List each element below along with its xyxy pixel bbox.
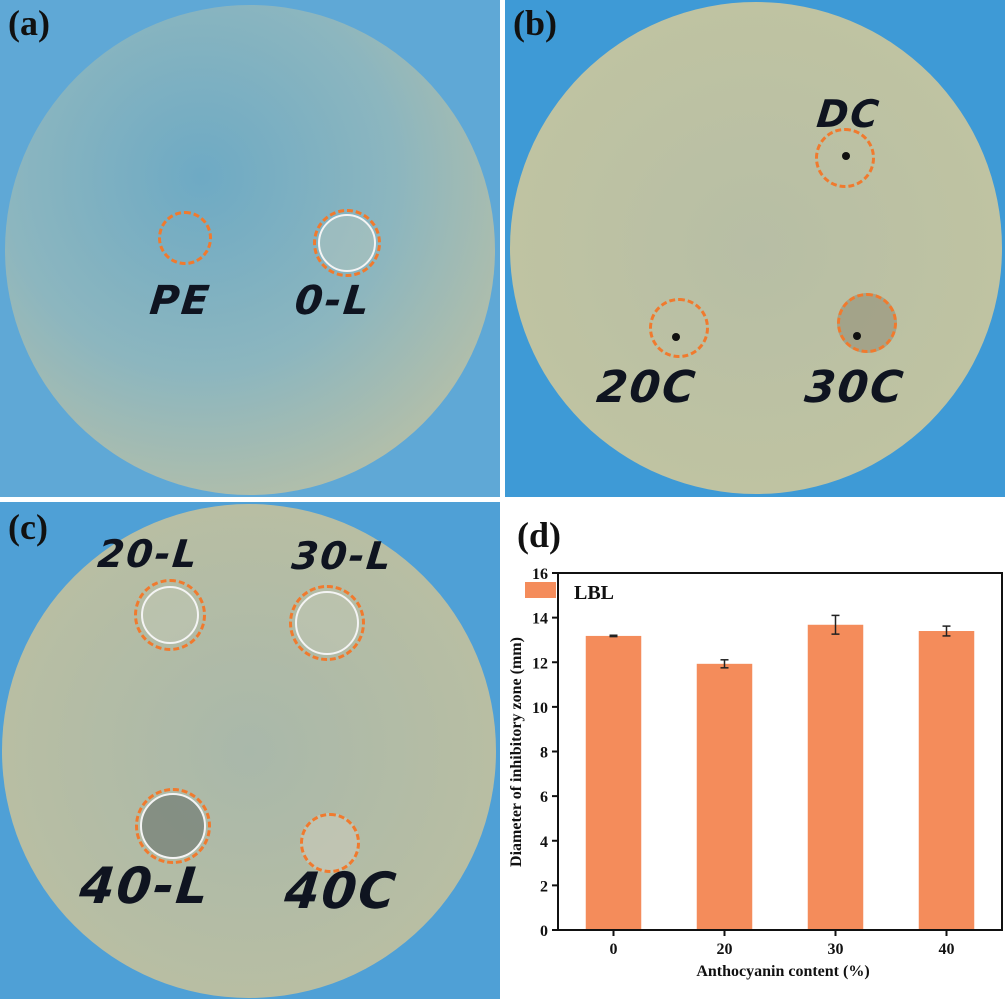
marker-40c: 40C <box>281 862 401 920</box>
x-tick-label: 0 <box>610 941 618 958</box>
y-tick-label: 8 <box>540 745 548 762</box>
sample-zone-20-l <box>134 579 206 651</box>
inhibition-zone <box>140 793 206 859</box>
inhibition-zone <box>141 586 199 644</box>
marker-dc: DC <box>814 92 883 136</box>
sample-dot <box>672 333 680 341</box>
sample-zone-20c <box>649 298 709 358</box>
marker-30-l: 30-L <box>289 534 396 578</box>
sample-zone-30c <box>837 293 897 353</box>
y-tick-label: 10 <box>532 700 548 717</box>
panel-d-chart: (d) 0 20 30 40 0 2 4 6 8 10 12 14 16 LBL Anthocyanin… <box>505 502 1005 999</box>
bar-30 <box>807 624 864 930</box>
y-tick-label: 16 <box>532 566 548 583</box>
x-tick-label: 30 <box>828 941 844 958</box>
petri-dish <box>2 504 496 998</box>
sample-zone-40-l <box>135 788 211 864</box>
x-axis-label: Anthocyanin content (%) <box>696 963 869 980</box>
panel-label-d: (d) <box>517 515 561 555</box>
y-tick-label: 0 <box>540 923 548 940</box>
y-tick-label: 2 <box>540 878 548 895</box>
x-tick-label: 40 <box>939 941 955 958</box>
panel-c-photo: 20-L 30-L 40-L 40C <box>0 502 500 999</box>
sample-zone-30-l <box>289 585 365 661</box>
x-tick-label: 20 <box>717 941 733 958</box>
marker-20c: 20C <box>594 362 700 413</box>
panel-label-a: (a) <box>8 3 50 43</box>
inhibition-zone <box>318 214 376 272</box>
bar-0 <box>585 635 642 930</box>
panel-label-b: (b) <box>513 3 557 43</box>
panel-label-c: (c) <box>8 507 48 547</box>
marker-20-l: 20-L <box>95 532 202 576</box>
y-tick-label: 6 <box>540 789 548 806</box>
sample-zone-dc <box>815 128 875 188</box>
sample-dot <box>853 332 861 340</box>
bar-chart: (d) 0 20 30 40 0 2 4 6 8 10 12 14 16 LBL Anthocyanin… <box>508 515 1003 980</box>
marker-40-l: 40-L <box>76 857 214 915</box>
sample-zone-pe <box>158 211 212 265</box>
inhibition-zone <box>295 591 359 655</box>
sample-zone-40c <box>300 813 360 873</box>
y-axis-label: Diameter of inhibitory zone (mm) <box>508 637 525 867</box>
y-tick-label: 14 <box>532 611 548 628</box>
bar-20 <box>696 663 753 930</box>
marker-30c: 30C <box>802 362 908 413</box>
petri-dish <box>5 5 495 495</box>
y-tick-label: 12 <box>532 655 548 672</box>
panel-b-photo: DC 20C 30C <box>505 0 1005 497</box>
panel-a-photo: PE 0-L <box>0 0 500 497</box>
sample-zone-0-l <box>313 209 381 277</box>
marker-pe: PE <box>147 278 214 324</box>
bar-40 <box>918 631 975 930</box>
legend-label: LBL <box>574 582 614 604</box>
y-tick-label: 4 <box>540 834 548 851</box>
marker-0-l: 0-L <box>292 278 374 324</box>
legend-swatch <box>525 582 556 598</box>
sample-dot <box>842 152 850 160</box>
petri-dish <box>510 2 1002 494</box>
